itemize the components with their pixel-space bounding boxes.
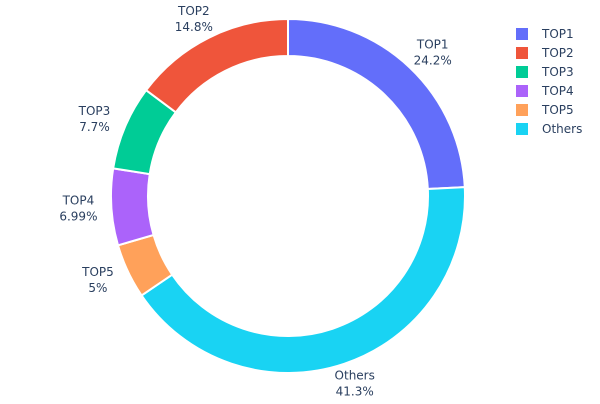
legend-label: TOP4: [541, 84, 574, 98]
slice-label-top1: TOP1 24.2%: [414, 38, 452, 68]
slice-label-top2: TOP2 14.8%: [175, 4, 213, 34]
legend-item-top3[interactable]: TOP3: [516, 65, 574, 79]
slice-label-top4: TOP4 6.99%: [59, 193, 97, 223]
slice-top2[interactable]: [144, 17, 289, 114]
legend: TOP1 TOP2 TOP3 TOP4 TOP5 Others: [516, 27, 582, 136]
legend-item-top5[interactable]: TOP5: [516, 103, 574, 117]
legend-item-top1[interactable]: TOP1: [516, 27, 574, 41]
legend-swatch: [516, 104, 528, 116]
legend-swatch: [516, 66, 528, 78]
legend-swatch: [516, 47, 528, 59]
legend-label: TOP2: [541, 46, 574, 60]
legend-item-top2[interactable]: TOP2: [516, 46, 574, 60]
legend-swatch: [516, 85, 528, 97]
legend-swatch: [516, 123, 528, 135]
slice-label-top3: TOP3 7.7%: [78, 104, 111, 134]
slices: [110, 17, 466, 374]
slice-label-others: Others 41.3%: [335, 369, 375, 399]
slice-others[interactable]: [140, 186, 466, 374]
legend-label: Others: [542, 122, 582, 136]
legend-item-top4[interactable]: TOP4: [516, 84, 574, 98]
legend-item-others[interactable]: Others: [516, 122, 582, 136]
slice-label-top5: TOP5 5%: [81, 265, 114, 295]
legend-swatch: [516, 28, 528, 40]
slice-top4[interactable]: [110, 167, 155, 247]
legend-label: TOP1: [541, 27, 574, 41]
legend-label: TOP5: [541, 103, 574, 117]
legend-label: TOP3: [541, 65, 574, 79]
slice-labels: TOP1 24.2% Others 41.3% TOP5 5% TOP4 6.99% TOP3 7…: [59, 4, 451, 399]
